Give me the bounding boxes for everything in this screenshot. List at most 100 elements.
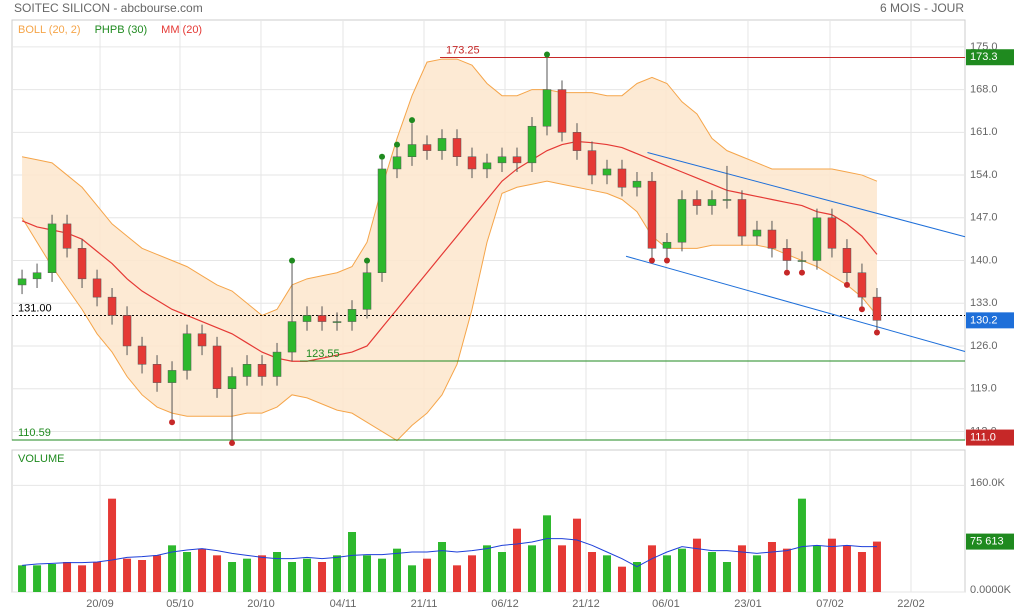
candle-body [827,217,837,249]
trend-line [647,151,966,238]
candle-body [737,199,747,237]
level-label: 131.00 [18,302,52,314]
volume-bar [378,558,387,592]
candle-body [167,370,177,383]
candle-body [422,144,432,151]
candle-body [332,321,342,323]
volume-title: VOLUME [18,453,64,465]
volume-bar [782,548,791,592]
phpb-high [364,257,371,264]
candle-body [287,321,297,353]
phpb-high [409,117,416,124]
candle-body [137,345,147,365]
volume-bar [527,545,536,592]
volume-bar [363,555,372,592]
price-badge [966,312,1014,329]
candle-body [872,296,882,321]
volume-bar [707,552,716,592]
y-tick-label: 154.0 [970,169,998,181]
phpb-low [873,329,880,336]
legend-mm: MM (20) [161,24,202,36]
y-tick-label: 160.0K [970,477,1006,489]
volume-bar [602,555,611,592]
phpb-high [543,51,550,58]
phpb-high [394,141,401,148]
x-tick-label: 23/01 [734,598,762,610]
volume-bar [348,532,357,592]
volume-bar [183,552,192,592]
candle-body [407,144,417,157]
volume-bar [33,565,42,592]
y-tick-label: 126.0 [970,340,998,352]
candle-body [512,156,522,164]
candle-body [602,168,612,176]
phpb-low [229,440,236,447]
x-tick-label: 04/11 [330,598,357,610]
volume-bar [632,562,641,592]
x-tick-label: 07/02 [816,598,844,610]
volume-bar [48,564,57,592]
volume-bar [572,518,581,592]
candle-body [152,364,162,383]
volume-bar [497,552,506,592]
volume-bar [827,538,836,592]
candle-body [92,278,102,298]
x-tick-label: 21/11 [411,598,438,610]
legend-phpb: PHPB (30) [95,24,148,36]
candle-body [392,156,402,170]
trend-line [625,255,966,352]
volume-ma [22,538,877,568]
candle-body [437,138,447,151]
phpb-low [798,269,805,276]
volume-bar [288,562,297,592]
volume-bar [318,562,327,592]
candle-body [107,296,117,316]
price-badge-label: 111.0 [970,431,996,443]
level-label: 110.59 [18,427,51,439]
candle-body [797,260,807,262]
candle-body [662,241,672,249]
x-tick-label: 06/12 [491,598,519,610]
candle-body [692,199,702,206]
volume-bar [512,528,521,592]
volume-bar [258,555,267,592]
x-tick-label: 21/12 [572,598,600,610]
phpb-low [663,257,670,264]
candle-body [497,156,507,164]
volume-bar [662,555,671,592]
y-tick-label: 147.0 [970,212,998,224]
volume-bar [542,515,551,592]
y-tick-label: 0.0000K [970,584,1012,596]
phpb-low [783,269,790,276]
period: 6 MOIS - JOUR [880,1,964,15]
candle-body [242,364,252,377]
volume-bar [647,545,656,592]
bollinger-fill [22,59,877,441]
phpb-low [648,257,655,264]
candle-body [527,125,537,164]
bollinger-lower [21,180,878,442]
y-tick-label: 168.0 [970,83,998,95]
level-label: 123.55 [306,348,340,360]
y-tick-label: 133.0 [970,297,998,309]
candle-body [782,248,792,261]
y-tick-label: 119.0 [970,383,997,395]
volume-bar [108,498,117,592]
volume-bar [93,562,102,592]
volume-bar [557,545,566,592]
candle-body [362,272,372,310]
candle-body [587,150,597,176]
price-badge-label: 130.2 [970,314,998,326]
candle-body [77,248,87,280]
y-tick-label: 161.0 [970,126,998,138]
y-tick-label: 140.0 [970,254,998,266]
candle-body [32,272,42,280]
volume-bar [438,542,447,592]
volume-bar [303,558,312,592]
legend-boll: BOLL (20, 2) [18,24,81,36]
price-badge [966,49,1014,66]
volume-bar [587,552,596,592]
candle-body [647,180,657,249]
candle-body [182,333,192,371]
phpb-high [289,257,296,264]
